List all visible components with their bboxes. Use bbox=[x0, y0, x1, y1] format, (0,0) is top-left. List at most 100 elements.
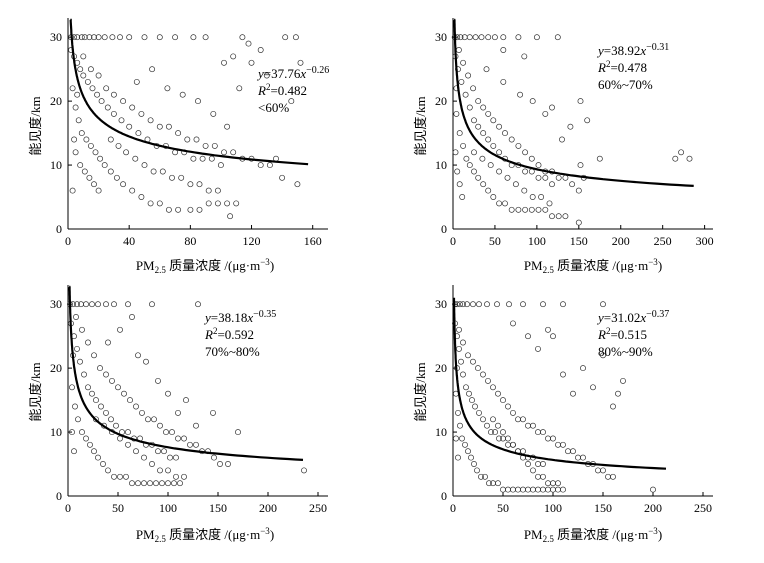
data-point bbox=[91, 352, 97, 359]
data-point bbox=[505, 435, 511, 442]
data-point bbox=[485, 34, 492, 41]
data-point bbox=[480, 104, 487, 111]
data-point bbox=[236, 85, 243, 92]
data-point bbox=[167, 454, 173, 461]
data-point bbox=[464, 301, 470, 308]
data-point bbox=[540, 473, 546, 480]
data-point bbox=[125, 301, 131, 308]
data-point bbox=[153, 480, 159, 487]
data-point bbox=[485, 110, 492, 117]
data-point bbox=[545, 480, 551, 487]
data-point bbox=[522, 206, 529, 213]
data-point bbox=[549, 181, 555, 188]
y-tick-label: 10 bbox=[435, 425, 447, 439]
data-point bbox=[227, 213, 234, 220]
data-point bbox=[500, 429, 506, 436]
data-point bbox=[457, 301, 463, 308]
data-point bbox=[195, 98, 201, 105]
data-point bbox=[596, 155, 603, 162]
data-point bbox=[120, 98, 127, 105]
fit-curve bbox=[453, 18, 694, 187]
data-point bbox=[161, 448, 167, 455]
data-point bbox=[69, 187, 76, 194]
data-point bbox=[169, 429, 175, 436]
data-point bbox=[145, 416, 151, 423]
data-point bbox=[620, 377, 626, 384]
data-point bbox=[508, 206, 515, 213]
y-tick-label: 20 bbox=[435, 94, 447, 108]
data-point bbox=[459, 194, 466, 200]
data-point bbox=[129, 314, 135, 320]
data-point bbox=[515, 142, 522, 149]
data-point bbox=[117, 473, 123, 480]
data-point bbox=[533, 34, 540, 41]
data-point bbox=[460, 59, 467, 66]
data-point bbox=[288, 98, 295, 105]
fit-equation: y=37.76x−0.26 bbox=[256, 65, 329, 81]
data-point bbox=[138, 194, 145, 200]
data-point bbox=[555, 213, 562, 220]
data-point bbox=[173, 454, 179, 461]
data-point bbox=[459, 435, 465, 442]
data-point bbox=[117, 326, 123, 333]
x-tick-label: 80 bbox=[184, 234, 196, 248]
data-point bbox=[550, 486, 556, 493]
data-point bbox=[221, 59, 227, 66]
data-point bbox=[230, 149, 237, 156]
data-point bbox=[175, 409, 181, 416]
data-point bbox=[155, 448, 161, 455]
data-point bbox=[175, 206, 182, 213]
data-point bbox=[98, 98, 105, 105]
data-point bbox=[89, 85, 96, 92]
data-point bbox=[570, 448, 576, 455]
data-point bbox=[126, 34, 133, 41]
data-point bbox=[465, 72, 472, 79]
data-point bbox=[179, 91, 186, 98]
data-point bbox=[101, 162, 108, 169]
data-point bbox=[187, 181, 194, 188]
data-point bbox=[165, 480, 171, 487]
data-point bbox=[474, 467, 480, 474]
data-point bbox=[525, 486, 531, 493]
data-point bbox=[125, 441, 131, 448]
data-point bbox=[521, 53, 528, 60]
data-point bbox=[81, 34, 88, 41]
data-point bbox=[456, 130, 463, 137]
data-point bbox=[86, 174, 93, 181]
data-point bbox=[193, 441, 199, 448]
data-point bbox=[125, 429, 131, 436]
data-point bbox=[484, 301, 490, 308]
data-point bbox=[610, 403, 616, 410]
data-point bbox=[69, 384, 75, 391]
data-point bbox=[93, 397, 99, 404]
data-point bbox=[224, 200, 231, 207]
data-point bbox=[91, 448, 97, 455]
data-point bbox=[535, 429, 541, 436]
data-point bbox=[472, 403, 478, 410]
data-point bbox=[505, 441, 511, 448]
data-point bbox=[195, 301, 201, 308]
data-point bbox=[540, 461, 546, 467]
data-point bbox=[202, 142, 209, 149]
data-point bbox=[460, 371, 466, 378]
data-point bbox=[530, 467, 536, 474]
data-point bbox=[520, 486, 526, 493]
data-point bbox=[126, 123, 133, 130]
data-point bbox=[155, 377, 161, 384]
data-point bbox=[555, 486, 561, 493]
data-point bbox=[455, 47, 462, 53]
data-point bbox=[559, 136, 565, 143]
x-tick-label: 250 bbox=[309, 501, 327, 515]
data-point bbox=[528, 155, 535, 162]
data-point bbox=[79, 326, 85, 333]
data-point bbox=[74, 34, 81, 41]
data-point bbox=[500, 78, 507, 85]
x-tick-label: 150 bbox=[209, 501, 227, 515]
data-point bbox=[86, 34, 93, 41]
data-point bbox=[107, 168, 114, 175]
data-point bbox=[248, 59, 255, 66]
data-point bbox=[230, 53, 237, 60]
data-point bbox=[560, 486, 566, 493]
data-point bbox=[101, 34, 108, 41]
data-point bbox=[528, 168, 535, 175]
